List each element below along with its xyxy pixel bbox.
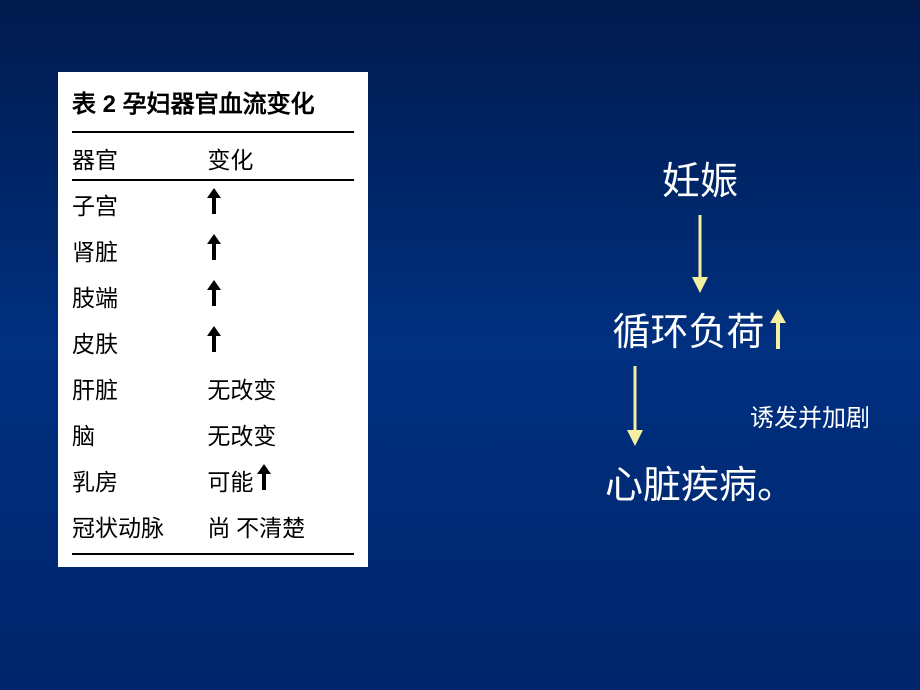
table-body: 子宫肾脏肢端皮肤肝脏无改变脑无改变乳房可能 冠状动脉尚 不清楚 (72, 181, 354, 549)
table-row: 皮肤 (72, 319, 354, 365)
table-row: 子宫 (72, 181, 354, 227)
cell-organ: 皮肤 (72, 325, 207, 359)
cell-change (207, 325, 354, 359)
cell-organ: 子宫 (72, 187, 207, 221)
header-change: 变化 (207, 141, 354, 175)
up-arrow-icon (207, 326, 221, 358)
table-header-row: 器官 变化 (72, 137, 354, 181)
table-title: 表 2 孕妇器官血流变化 (72, 84, 354, 131)
flow-text-2: 循环负荷 (612, 301, 764, 356)
flow-arrow-2-container: 诱发并加剧 (530, 366, 870, 446)
up-arrow-icon (207, 188, 221, 220)
flow-arrow-1-icon (688, 215, 712, 293)
flow-text-1: 妊娠 (662, 150, 738, 205)
cell-organ: 乳房 (72, 463, 207, 497)
table-container: 表 2 孕妇器官血流变化 器官 变化 子宫肾脏肢端皮肤肝脏无改变脑无改变乳房可能… (58, 72, 368, 567)
cell-change: 可能 (207, 463, 354, 497)
table-row: 乳房可能 (72, 457, 354, 503)
flow-text-3: 心脏疾病。 (605, 454, 795, 509)
up-arrow-icon (207, 234, 221, 266)
cell-change: 尚 不清楚 (207, 509, 354, 543)
cell-organ: 脑 (72, 417, 207, 451)
cell-change (207, 233, 354, 267)
table-row: 冠状动脉尚 不清楚 (72, 503, 354, 549)
flow-node-2: 循环负荷 (530, 301, 870, 356)
table-row: 肢端 (72, 273, 354, 319)
table-row: 脑无改变 (72, 411, 354, 457)
table-row: 肾脏 (72, 227, 354, 273)
table-bottom-border (72, 553, 354, 555)
cell-organ: 肢端 (72, 279, 207, 313)
header-organ: 器官 (72, 141, 207, 175)
cell-organ: 冠状动脉 (72, 509, 207, 543)
up-arrow-icon (257, 464, 271, 496)
flow-container: 妊娠 循环负荷 诱发并加剧 心脏疾病。 (530, 150, 870, 509)
flow-node-1: 妊娠 (530, 150, 870, 205)
cell-organ: 肾脏 (72, 233, 207, 267)
cell-organ: 肝脏 (72, 371, 207, 405)
flow-annotation: 诱发并加剧 (750, 398, 870, 433)
cell-change: 无改变 (207, 417, 354, 451)
flow-node-3: 心脏疾病。 (530, 454, 870, 509)
table-row: 肝脏无改变 (72, 365, 354, 411)
cell-change: 无改变 (207, 371, 354, 405)
cell-change (207, 187, 354, 221)
cell-change (207, 279, 354, 313)
table-top-border (72, 131, 354, 133)
flow-arrow-2-icon (623, 366, 647, 446)
change-text: 可能 (207, 463, 253, 497)
up-arrow-icon (768, 309, 788, 349)
up-arrow-icon (207, 280, 221, 312)
